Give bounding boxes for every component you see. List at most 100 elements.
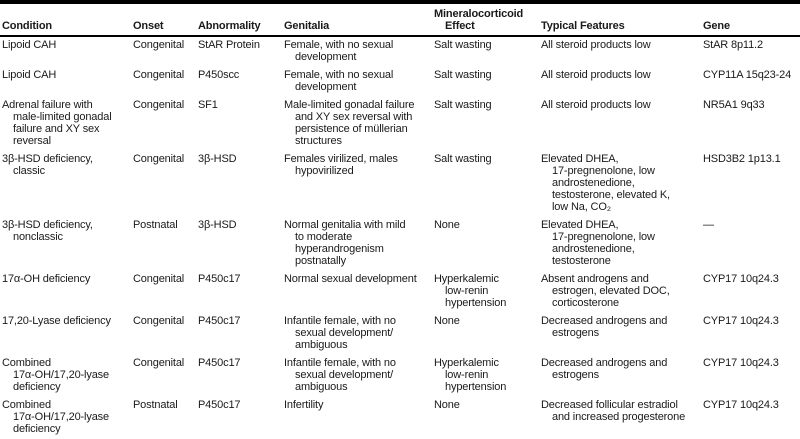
cell-mineralocorticoid_effect: None: [434, 397, 541, 439]
cell-text: Salt wasting: [434, 69, 492, 81]
cell-text: Normal genitalia with mild to moderate h…: [284, 219, 406, 267]
cell-text: Hyperkalemic low-renin hypertension: [434, 357, 507, 393]
cell-condition: Combined 17α-OH/17,20-lyase deficiency: [0, 397, 133, 439]
cell-text: 3β-HSD deficiency, nonclassic: [2, 219, 93, 243]
cell-text: CYP17 10q24.3: [703, 357, 779, 369]
column-header-gene: Gene: [703, 4, 800, 37]
cell-condition: 17α-OH deficiency: [0, 271, 133, 313]
cell-gene: CYP17 10q24.3: [703, 313, 800, 355]
cell-onset: Congenital: [133, 151, 198, 217]
table-row: Combined 17α-OH/17,20-lyase deficiency Co…: [0, 355, 800, 397]
column-header-abnormality: Abnormality: [198, 4, 284, 37]
cell-genitalia: Infertility: [284, 397, 434, 439]
cell-text: NR5A1 9q33: [703, 99, 765, 111]
cell-condition: Combined 17α-OH/17,20-lyase deficiency: [0, 355, 133, 397]
cell-text: Congenital: [133, 99, 185, 111]
cell-text: None: [434, 399, 460, 411]
cell-text: P450c17: [198, 399, 241, 411]
column-header-label: Abnormality: [198, 20, 261, 32]
cell-text: Salt wasting: [434, 99, 492, 111]
cell-gene: CYP17 10q24.3: [703, 397, 800, 439]
cell-abnormality: 3β-HSD: [198, 151, 284, 217]
table-row: Adrenal failure with male-limited gonada…: [0, 97, 800, 151]
table-row: 3β-HSD deficiency, nonclassic Postnatal 3β…: [0, 217, 800, 271]
header-row: Condition Onset Abnormality Genitalia Minera…: [0, 4, 800, 37]
cell-typical_features: Decreased androgens and estrogens: [541, 313, 703, 355]
column-header-genitalia: Genitalia: [284, 4, 434, 37]
cell-onset: Postnatal: [133, 217, 198, 271]
column-header-label: Onset: [133, 20, 164, 32]
cell-condition: 3β-HSD deficiency, nonclassic: [0, 217, 133, 271]
cell-genitalia: Female, with no sexual development: [284, 36, 434, 67]
cell-onset: Congenital: [133, 97, 198, 151]
cell-condition: Lipoid CAH: [0, 36, 133, 67]
cell-typical_features: Elevated DHEA, 17-pregnenolone, low andr…: [541, 217, 703, 271]
column-header-condition: Condition: [0, 4, 133, 37]
cell-text: P450c17: [198, 357, 241, 369]
cell-mineralocorticoid_effect: None: [434, 313, 541, 355]
cell-gene: StAR 8p11.2: [703, 36, 800, 67]
cell-gene: CYP17 10q24.3: [703, 355, 800, 397]
cell-text: Congenital: [133, 153, 185, 165]
cell-abnormality: P450c17: [198, 397, 284, 439]
cell-genitalia: Infantile female, with no sexual develop…: [284, 313, 434, 355]
cell-onset: Congenital: [133, 36, 198, 67]
cell-text: StAR Protein: [198, 39, 260, 51]
cell-text: All steroid products low: [541, 39, 651, 51]
cell-text: Salt wasting: [434, 153, 492, 165]
cell-text: Elevated DHEA, 17-pregnenolone, low andr…: [541, 153, 670, 213]
cell-abnormality: P450scc: [198, 67, 284, 97]
cell-onset: Congenital: [133, 355, 198, 397]
cell-text: P450c17: [198, 315, 241, 327]
cell-text: Adrenal failure with male-limited gonada…: [2, 99, 112, 147]
cell-text: P450c17: [198, 273, 241, 285]
cell-onset: Postnatal: [133, 397, 198, 439]
cell-genitalia: Normal genitalia with mild to moderate h…: [284, 217, 434, 271]
cell-typical_features: All steroid products low: [541, 36, 703, 67]
cell-text: CYP17 10q24.3: [703, 399, 779, 411]
cell-text: Female, with no sexual development: [284, 39, 394, 63]
column-header-label: Gene: [703, 20, 730, 32]
cell-text: 17,20-Lyase deficiency: [2, 315, 111, 327]
cell-typical_features: Decreased androgens and estrogens: [541, 355, 703, 397]
cell-condition: Adrenal failure with male-limited gonada…: [0, 97, 133, 151]
table-header: Condition Onset Abnormality Genitalia Minera…: [0, 4, 800, 37]
cell-text: CYP11A 15q23-24: [703, 69, 792, 81]
cell-gene: NR5A1 9q33: [703, 97, 800, 151]
cell-text: Lipoid CAH: [2, 69, 57, 81]
cell-mineralocorticoid_effect: Salt wasting: [434, 151, 541, 217]
cell-text: Decreased androgens and estrogens: [541, 357, 668, 381]
cell-typical_features: All steroid products low: [541, 97, 703, 151]
column-header-label: Condition: [2, 20, 52, 32]
cell-typical_features: Decreased follicular estradiol and incre…: [541, 397, 703, 439]
cell-gene: —: [703, 217, 800, 271]
cell-abnormality: P450c17: [198, 355, 284, 397]
cell-text: Females virilized, males hypovirilized: [284, 153, 398, 177]
cell-condition: Lipoid CAH: [0, 67, 133, 97]
table-row: 17,20-Lyase deficiency Congenital P450c17 I…: [0, 313, 800, 355]
column-header-typical_features: Typical Features: [541, 4, 703, 37]
cell-onset: Congenital: [133, 313, 198, 355]
cell-text: Lipoid CAH: [2, 39, 57, 51]
cell-text: 3β-HSD: [198, 219, 237, 231]
cell-text: Normal sexual development: [284, 273, 417, 285]
cell-text: Infertility: [284, 399, 324, 411]
cell-abnormality: SF1: [198, 97, 284, 151]
cell-text: HSD3B2 1p13.1: [703, 153, 781, 165]
cell-text: Congenital: [133, 273, 185, 285]
cell-text: Postnatal: [133, 399, 178, 411]
cell-genitalia: Infantile female, with no sexual develop…: [284, 355, 434, 397]
cah-conditions-table: Condition Onset Abnormality Genitalia Minera…: [0, 4, 800, 439]
column-header-label: Genitalia: [284, 20, 330, 32]
cell-text: —: [703, 219, 714, 231]
cell-text: Female, with no sexual development: [284, 69, 394, 93]
column-header-onset: Onset: [133, 4, 198, 37]
cell-text: Infantile female, with no sexual develop…: [284, 315, 396, 351]
cell-text: Congenital: [133, 39, 185, 51]
cell-text: 3β-HSD deficiency, classic: [2, 153, 93, 177]
cell-mineralocorticoid_effect: Hyperkalemic low-renin hypertension: [434, 355, 541, 397]
cell-text: Congenital: [133, 69, 185, 81]
cell-typical_features: Absent androgens and estrogen, elevated …: [541, 271, 703, 313]
cell-text: Combined 17α-OH/17,20-lyase deficiency: [2, 399, 109, 435]
